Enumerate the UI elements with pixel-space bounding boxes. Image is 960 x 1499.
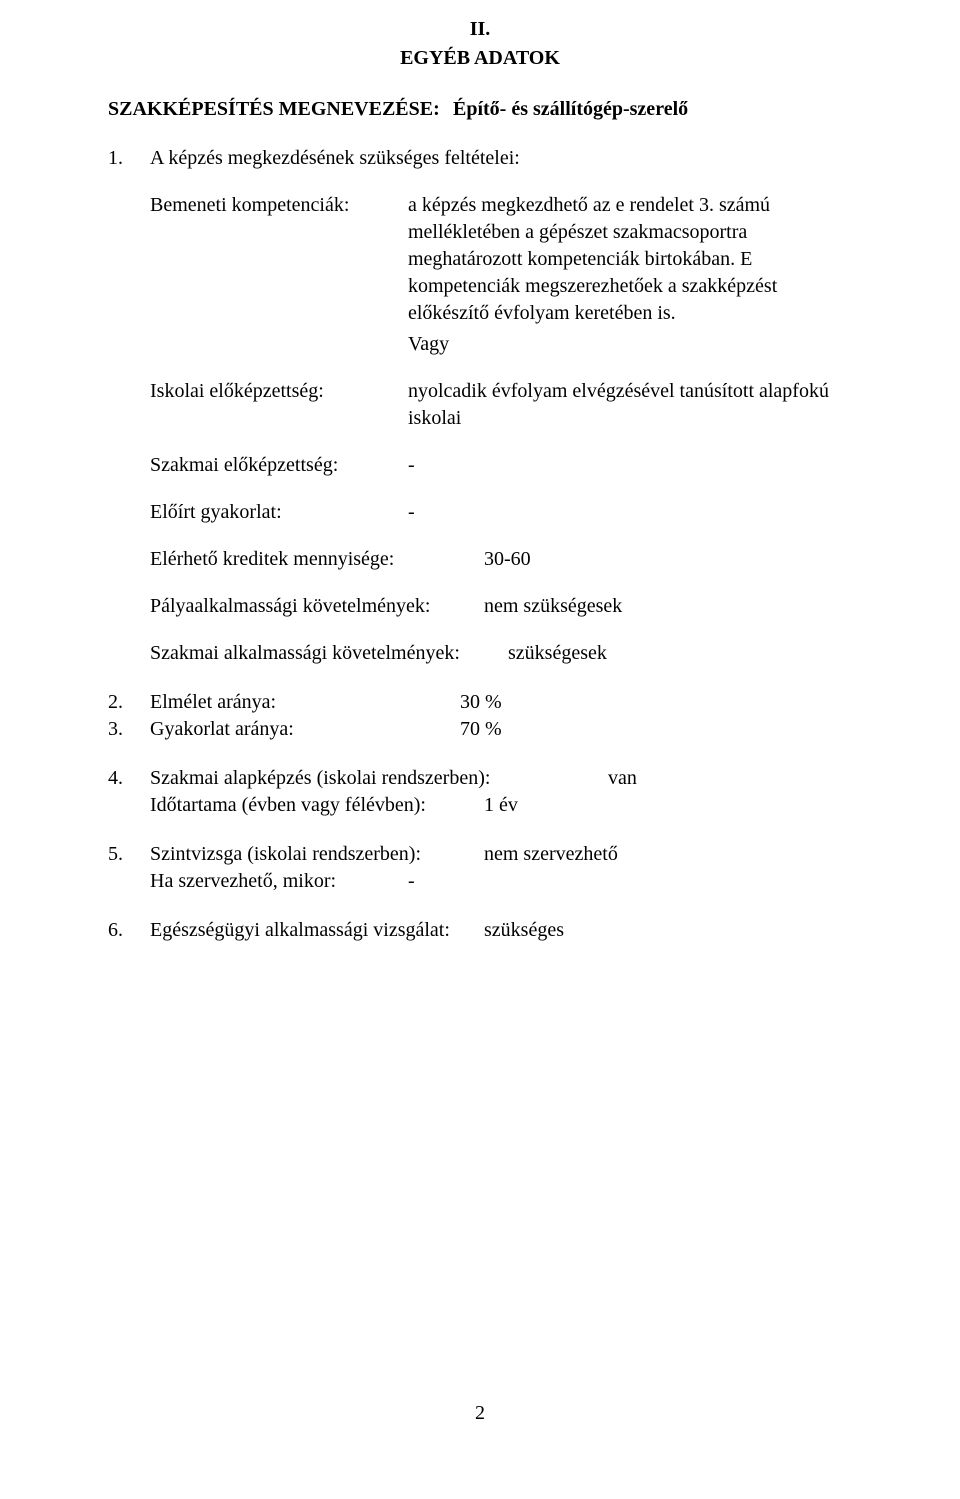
item-5-line2-label: Ha szervezhető, mikor: [150, 868, 408, 895]
item-5-line2-value: - [408, 868, 415, 895]
item-6-num: 6. [108, 917, 150, 944]
row-palyaalkalmassagi-label: Pályaalkalmassági követelmények: [150, 593, 484, 620]
item-5-line1-label: Szintvizsga (iskolai rendszerben): [150, 841, 484, 868]
row-eloirt-gyakorlat-value: - [408, 499, 852, 526]
item-4: 4. Szakmai alapképzés (iskolai rendszerb… [108, 765, 852, 819]
row-szakmai-elokepzettseg-value: - [408, 452, 852, 479]
row-szakmai-elokepzettseg-label: Szakmai előképzettség: [150, 452, 408, 479]
item-3-value: 70 % [460, 716, 502, 743]
item-3: 3. Gyakorlat aránya: 70 % [108, 716, 852, 743]
row-szakmai-alkalmassagi-label: Szakmai alkalmassági követelmények: [150, 640, 508, 667]
row-kreditek: Elérhető kreditek mennyisége: 30-60 [150, 546, 852, 573]
item-4-line1-label: Szakmai alapképzés (iskolai rendszerben)… [150, 765, 608, 792]
row-bemeneti-value: a képzés megkezdhető az e rendelet 3. sz… [408, 194, 777, 324]
item-5: 5. Szintvizsga (iskolai rendszerben): ne… [108, 841, 852, 895]
item-3-num: 3. [108, 716, 150, 743]
row-kreditek-label: Elérhető kreditek mennyisége: [150, 546, 484, 573]
item-3-label: Gyakorlat aránya: [150, 716, 460, 743]
item-5-line1-value: nem szervezhető [484, 841, 618, 868]
item-5-num: 5. [108, 841, 150, 868]
item-2-num: 2. [108, 689, 150, 716]
item-2-value: 30 % [460, 689, 502, 716]
row-palyaalkalmassagi-value: nem szükségesek [484, 593, 852, 620]
row-eloirt-gyakorlat-label: Előírt gyakorlat: [150, 499, 408, 526]
heading-roman: II. [108, 16, 852, 43]
row-bemeneti-or: Vagy [408, 331, 852, 358]
item-6: 6. Egészségügyi alkalmassági vizsgálat: … [108, 917, 852, 944]
row-bemeneti: Bemeneti kompetenciák: a képzés megkezdh… [150, 192, 852, 358]
qualification-value: Építő- és szállítógép-szerelő [453, 96, 688, 123]
item-4-line2-value: 1 év [484, 792, 518, 819]
qualification-row: SZAKKÉPESÍTÉS MEGNEVEZÉSE: Építő- és szá… [108, 96, 852, 123]
item-2-label: Elmélet aránya: [150, 689, 460, 716]
heading-title: EGYÉB ADATOK [108, 45, 852, 72]
item-2: 2. Elmélet aránya: 30 % [108, 689, 852, 716]
row-szakmai-elokepzettseg: Szakmai előképzettség: - [150, 452, 852, 479]
qualification-label: SZAKKÉPESÍTÉS MEGNEVEZÉSE: [108, 96, 453, 123]
row-kreditek-value: 30-60 [484, 546, 852, 573]
row-palyaalkalmassagi: Pályaalkalmassági követelmények: nem szü… [150, 593, 852, 620]
row-bemeneti-label: Bemeneti kompetenciák: [150, 192, 408, 358]
row-szakmai-alkalmassagi: Szakmai alkalmassági követelmények: szük… [150, 640, 852, 667]
item-4-num: 4. [108, 765, 150, 792]
row-eloirt-gyakorlat: Előírt gyakorlat: - [150, 499, 852, 526]
item-1-num: 1. [108, 145, 150, 172]
item-6-label: Egészségügyi alkalmassági vizsgálat: [150, 917, 484, 944]
item-1-title: A képzés megkezdésének szükséges feltéte… [150, 145, 520, 172]
row-iskolai: Iskolai előképzettség: nyolcadik évfolya… [150, 378, 852, 432]
item-1: 1. A képzés megkezdésének szükséges felt… [108, 145, 852, 667]
item-4-line1-value: van [608, 765, 637, 792]
page-number: 2 [0, 1400, 960, 1427]
row-szakmai-alkalmassagi-value: szükségesek [508, 640, 852, 667]
item-4-line2-label: Időtartama (évben vagy félévben): [150, 792, 484, 819]
row-iskolai-label: Iskolai előképzettség: [150, 378, 408, 432]
row-iskolai-value: nyolcadik évfolyam elvégzésével tanúsíto… [408, 378, 852, 432]
item-6-value: szükséges [484, 917, 564, 944]
